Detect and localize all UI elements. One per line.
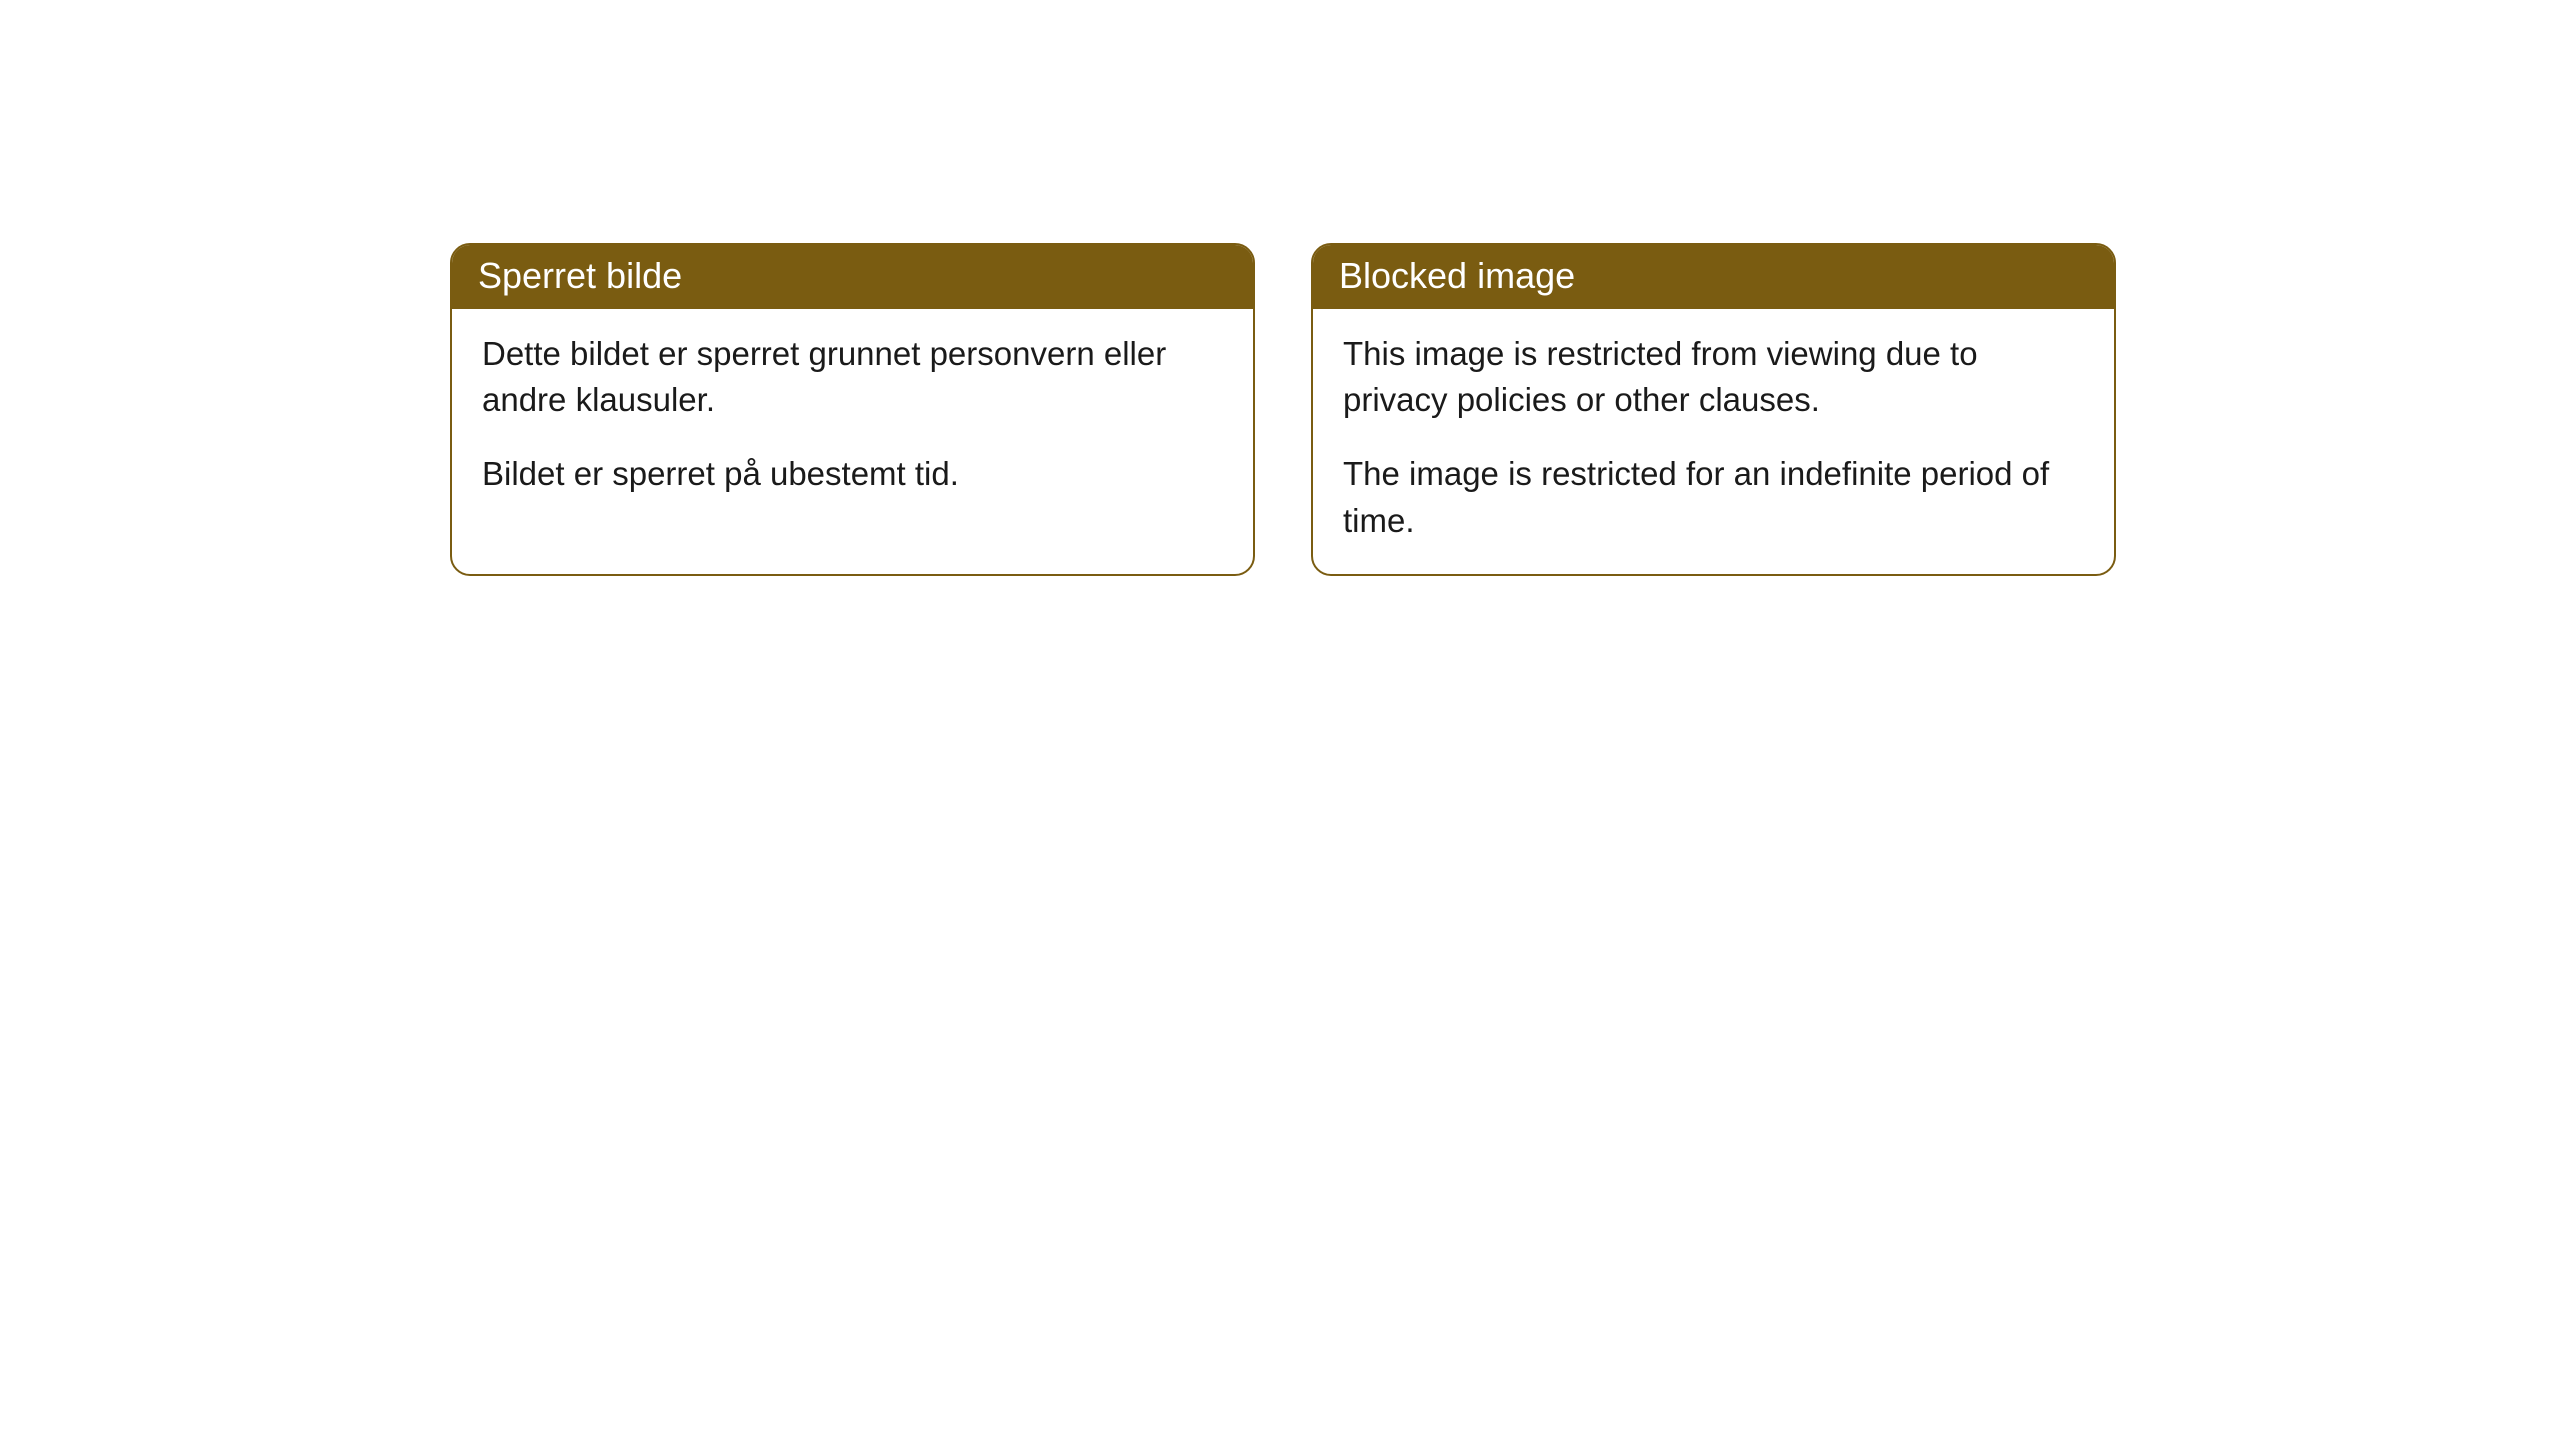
card-header-en: Blocked image — [1313, 245, 2114, 309]
card-paragraph-no-1: Dette bildet er sperret grunnet personve… — [482, 331, 1223, 423]
card-title-en: Blocked image — [1339, 255, 1575, 296]
card-body-en: This image is restricted from viewing du… — [1313, 309, 2114, 574]
card-body-no: Dette bildet er sperret grunnet personve… — [452, 309, 1253, 528]
card-title-no: Sperret bilde — [478, 255, 682, 296]
card-paragraph-en-2: The image is restricted for an indefinit… — [1343, 451, 2084, 543]
card-header-no: Sperret bilde — [452, 245, 1253, 309]
blocked-image-card-no: Sperret bilde Dette bildet er sperret gr… — [450, 243, 1255, 576]
blocked-image-card-en: Blocked image This image is restricted f… — [1311, 243, 2116, 576]
notice-cards-container: Sperret bilde Dette bildet er sperret gr… — [450, 243, 2116, 576]
card-paragraph-en-1: This image is restricted from viewing du… — [1343, 331, 2084, 423]
card-paragraph-no-2: Bildet er sperret på ubestemt tid. — [482, 451, 1223, 497]
